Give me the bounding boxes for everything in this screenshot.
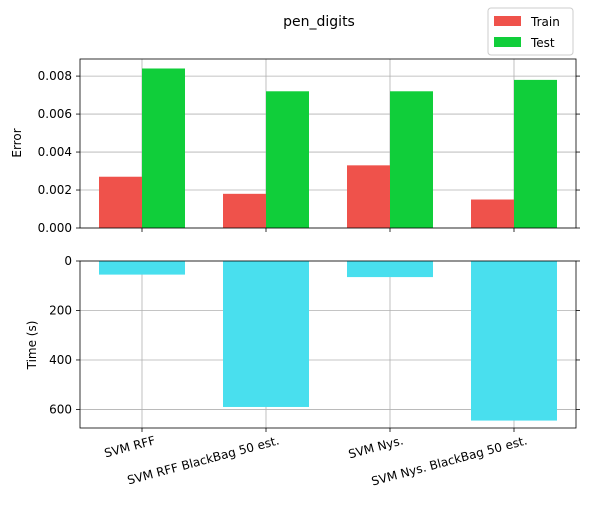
- bottom-y-tick-label: 0: [64, 254, 72, 268]
- bar-train: [471, 199, 514, 228]
- top-y-axis-label: Error: [10, 128, 24, 157]
- bar-time: [99, 261, 185, 275]
- bottom-y-tick-label: 200: [49, 303, 72, 317]
- legend-label-train: Train: [530, 15, 560, 29]
- top-plot-frame: [79, 58, 577, 229]
- bar-test: [142, 68, 185, 228]
- bottom-y-tick-label: 600: [49, 402, 72, 416]
- bar-train: [223, 193, 266, 228]
- bar-test: [266, 91, 309, 228]
- top-y-tick-label: 0.000: [38, 221, 72, 235]
- chart-title: pen_digits: [283, 14, 355, 30]
- legend-label-test: Test: [530, 36, 555, 50]
- top-y-tick-label: 0.002: [38, 183, 72, 197]
- legend-swatch-test: [494, 37, 521, 47]
- legend: Train Test: [487, 7, 574, 56]
- legend-swatch-train: [494, 16, 521, 26]
- error-plot: 0.000 0.002 0.004 0.006 0.008: [38, 58, 580, 235]
- bar-train: [347, 165, 390, 228]
- bar-test: [514, 79, 557, 229]
- bar-train: [99, 176, 142, 228]
- x-category-label: SVM Nys.: [347, 433, 405, 461]
- bottom-y-axis-label: Time (s): [25, 321, 39, 371]
- bottom-y-tick-label: 400: [49, 353, 72, 367]
- bar-time: [347, 261, 433, 278]
- bar-test: [390, 91, 433, 228]
- top-y-tick-label: 0.008: [38, 69, 72, 83]
- x-category-label: SVM RFF: [103, 433, 157, 460]
- top-y-tick-label: 0.004: [38, 145, 72, 159]
- bar-time: [471, 261, 557, 421]
- time-plot: 0 200 400 600: [49, 254, 580, 432]
- top-y-tick-label: 0.006: [38, 107, 72, 121]
- bar-time: [223, 261, 309, 407]
- bottom-plot-frame: [79, 260, 577, 429]
